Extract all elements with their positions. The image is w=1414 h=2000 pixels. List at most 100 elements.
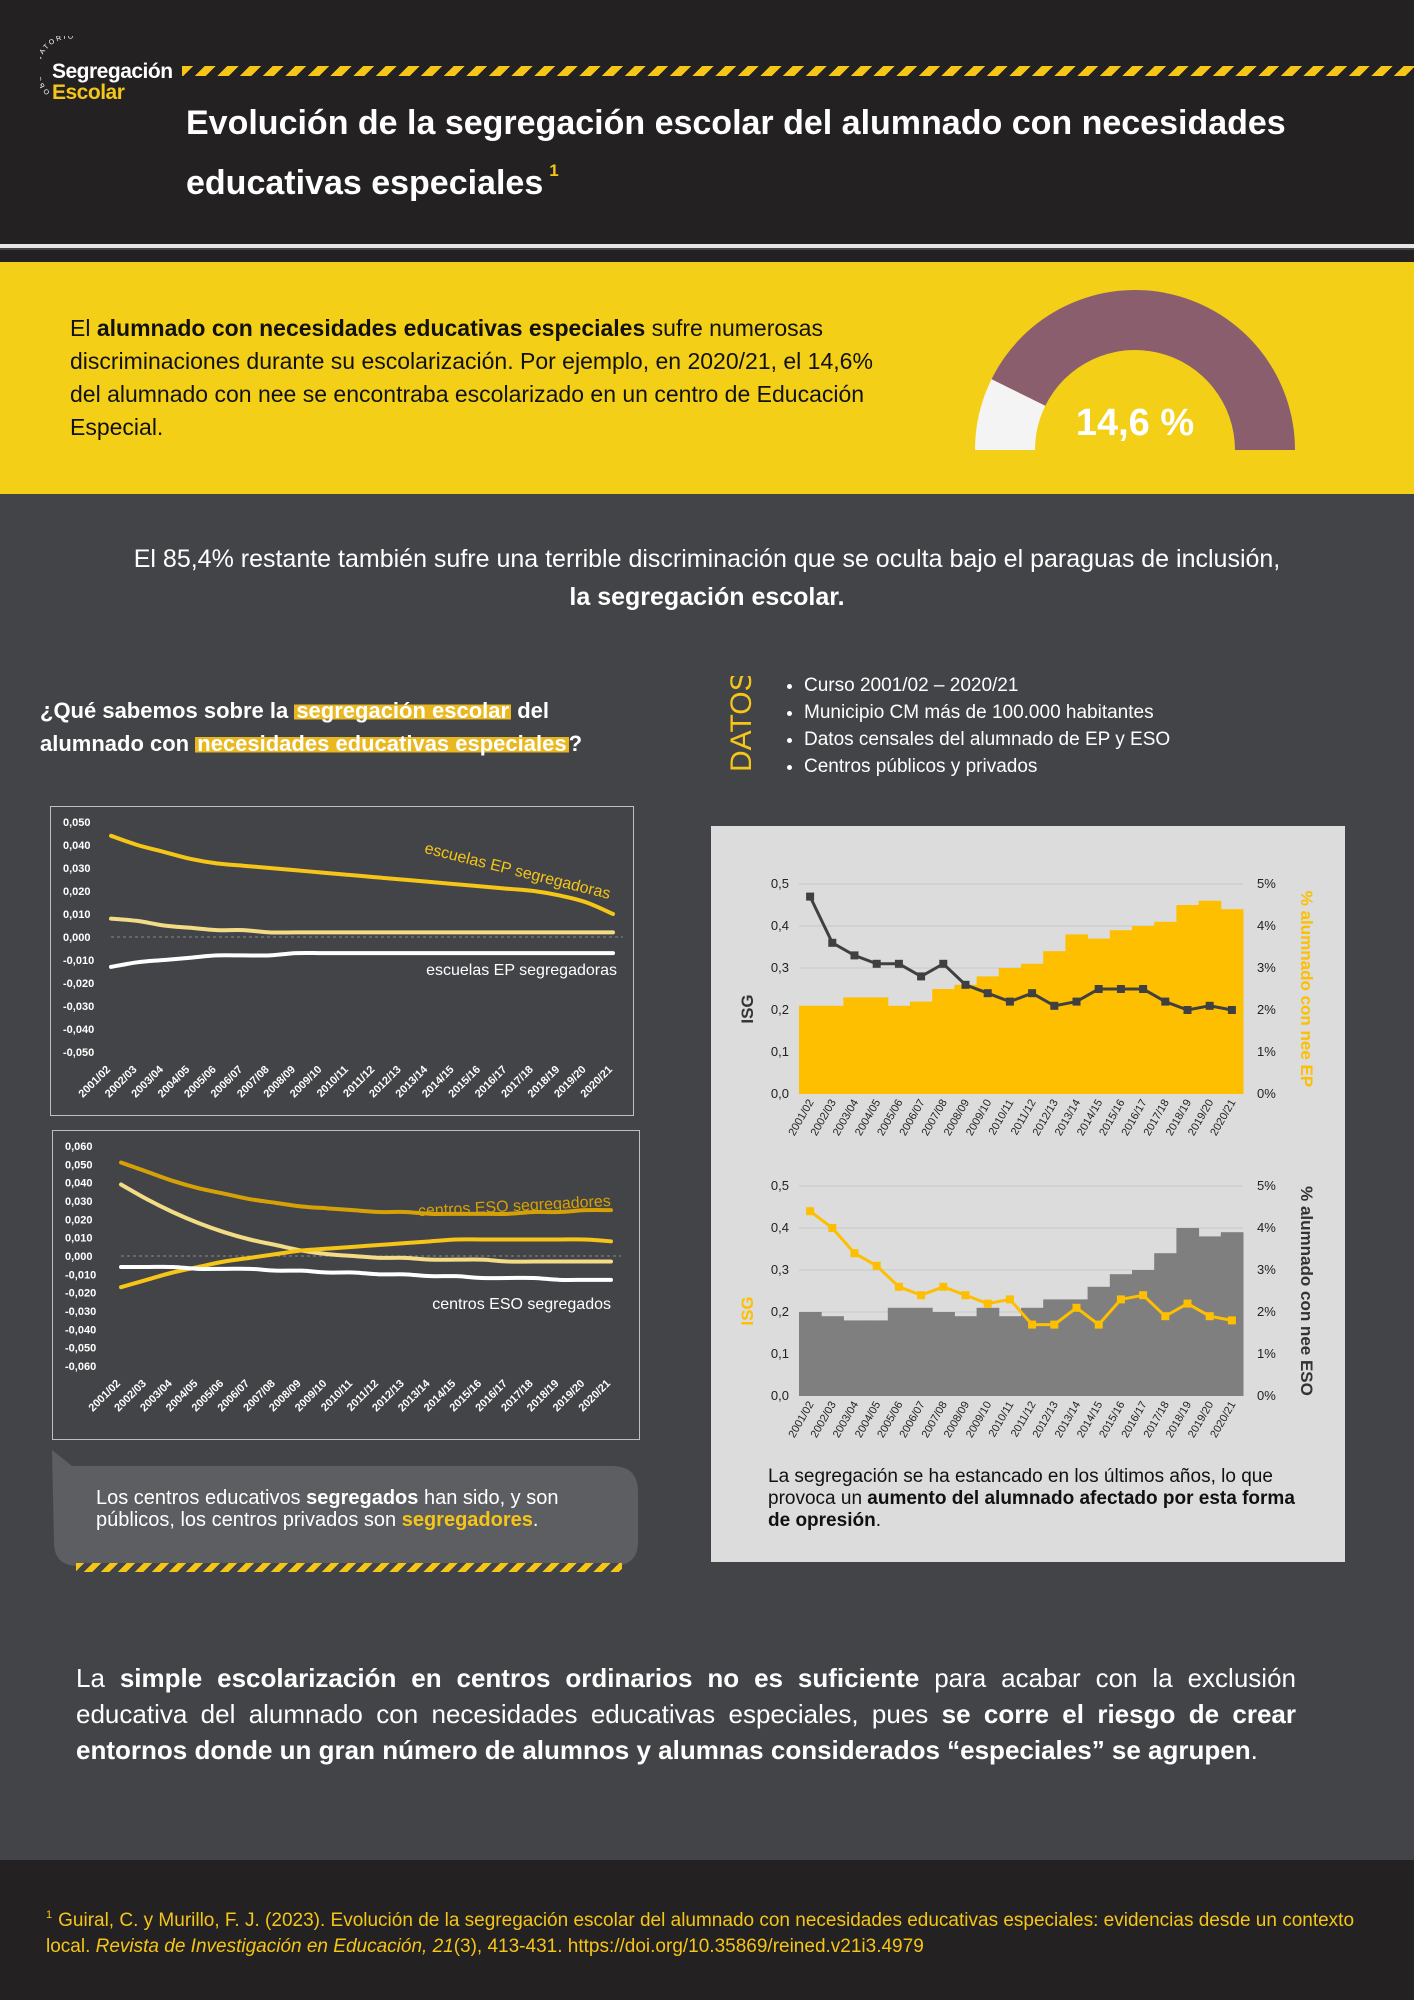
gauge-rest-arc — [975, 379, 1046, 450]
bar — [865, 997, 889, 1094]
y-tick-label: 0,050 — [65, 1159, 93, 1171]
isg-marker — [806, 1207, 815, 1216]
y-tick-label: 0,000 — [63, 932, 91, 944]
highlight-segregacion: segregación escolar — [294, 698, 512, 723]
y2-tick-label: 2% — [1257, 1304, 1276, 1319]
series-line — [119, 1182, 613, 1264]
footer-citation: 1 Guiral, C. y Murillo, F. J. (2023). Evo… — [46, 1909, 1355, 1957]
bar — [1132, 1270, 1155, 1396]
bar — [1176, 905, 1200, 1094]
isg-marker — [872, 1261, 881, 1270]
series-line — [109, 916, 615, 935]
isg-marker — [1227, 1006, 1236, 1014]
y-tick-label: -0,010 — [63, 955, 94, 967]
isg-marker — [872, 959, 881, 968]
isg-note: La segregación se ha estancado en los úl… — [768, 1466, 1295, 1531]
isg-marker — [894, 959, 903, 968]
logo-line2: Escolar — [52, 81, 125, 104]
isg-marker — [961, 980, 970, 989]
series-line — [109, 950, 615, 969]
y-axis-title: ISG — [738, 1296, 757, 1325]
header-divider-band — [0, 250, 1414, 262]
bar — [1220, 909, 1244, 1094]
datos-item: Municipio CM más de 100.000 habitantes — [804, 699, 1346, 726]
y2-tick-label: 5% — [1257, 1178, 1276, 1193]
bar — [1043, 951, 1066, 1094]
bar — [998, 968, 1022, 1094]
y-tick-label: -0,050 — [65, 1343, 96, 1355]
footer — [0, 1860, 1414, 2000]
y2-tick-label: 3% — [1257, 960, 1276, 975]
bar — [910, 1307, 933, 1396]
chart-ep-lines: 0,050 0,040 0,030 0,020 0,010 0,000 -0,010 -0,0… — [63, 817, 623, 1100]
hazard-stripe-top — [182, 66, 1414, 76]
isg-marker — [1094, 1320, 1103, 1329]
y-tick-label: 0,0 — [771, 1086, 789, 1101]
chart-ep-panel: 0,050 0,040 0,030 0,020 0,010 0,000 -0,010 -0,0… — [50, 806, 634, 1116]
datos-list: Curso 2001/02 – 2020/21 Municipio CM más… — [786, 672, 1346, 780]
title-footnote-mark: 1 — [549, 161, 559, 180]
series-line — [119, 1160, 613, 1216]
isg-marker — [939, 1282, 948, 1291]
isg-marker — [1072, 1303, 1081, 1312]
isg-marker — [961, 1291, 970, 1300]
logo-line1: Segregación — [52, 60, 173, 83]
isg-marker — [1028, 1320, 1037, 1329]
isg-marker — [917, 972, 926, 981]
bar — [976, 976, 1000, 1094]
y-tick-label: 0,030 — [65, 1196, 93, 1208]
y2-tick-label: 1% — [1257, 1044, 1276, 1059]
y2-tick-label: 2% — [1257, 1002, 1276, 1017]
y2-tick-label: 0% — [1257, 1086, 1276, 1101]
y-tick-label: 0,2 — [771, 1304, 789, 1319]
intro-text: El alumnado con necesidades educativas e… — [70, 315, 873, 440]
chart-eso-panel: 0,060 0,050 0,040 0,030 0,020 0,010 0,000 -0,01… — [52, 1130, 640, 1440]
isg-marker — [1028, 989, 1037, 998]
bar — [954, 984, 978, 1094]
bar — [887, 1307, 911, 1396]
hazard-stripe-bubble — [76, 1563, 622, 1572]
y-tick-label: 0,040 — [63, 840, 91, 852]
bar — [954, 1316, 978, 1396]
bar — [998, 1316, 1022, 1396]
y2-tick-label: 3% — [1257, 1262, 1276, 1277]
bar — [1021, 1307, 1044, 1396]
bar — [976, 1307, 1000, 1396]
y2-axis-title: % alumnado con nee ESO — [1297, 1186, 1316, 1396]
logo: OBSERVATORIO Segregación Escolar — [40, 36, 173, 106]
isg-marker — [1139, 1291, 1148, 1300]
bar — [865, 1320, 889, 1396]
header-divider — [0, 244, 1414, 248]
isg-marker — [1072, 997, 1081, 1006]
y-tick-label: -0,030 — [63, 1001, 94, 1013]
datos-label: DATOS — [725, 676, 758, 772]
isg-marker — [850, 951, 859, 960]
bar — [1154, 1253, 1177, 1396]
chart-isg-eso: 0,00,10,20,30,40,50%1%2%3%4%5%2001/02200… — [738, 1178, 1316, 1440]
header — [0, 0, 1414, 244]
y-tick-label: -0,020 — [63, 978, 94, 990]
isg-marker — [828, 938, 837, 947]
isg-panel: 0,0 0,1 0,2 0,3 0,4 0,5 0% 1% 2% 3% 4% 5% 2001/02 200… — [711, 826, 1345, 1562]
y-tick-label: 0,020 — [63, 886, 91, 898]
y-tick-label: 0,1 — [771, 1044, 789, 1059]
chart-eso-lines: 0,060 0,050 0,040 0,030 0,020 0,010 0,000 -0,01… — [65, 1141, 621, 1414]
isg-marker — [1139, 985, 1148, 993]
question-heading: ¿Qué sabemos sobre la segregación escola… — [40, 698, 583, 756]
isg-marker — [1050, 1001, 1059, 1010]
isg-marker — [1005, 997, 1014, 1006]
bar — [1065, 1299, 1089, 1396]
y-tick-label: -0,010 — [65, 1269, 96, 1281]
datos-item: Datos censales del alumnado de EP y ESO — [804, 726, 1346, 753]
y-tick-label: -0,040 — [65, 1324, 96, 1336]
isg-marker — [894, 1282, 903, 1291]
subtitle-line1: El 85,4% restante también sufre una terr… — [133, 545, 1281, 573]
bar — [932, 1312, 955, 1396]
y2-tick-label: 4% — [1257, 1220, 1276, 1235]
datos-item: Centros públicos y privados — [804, 753, 1346, 780]
speech-bubble — [52, 1450, 638, 1566]
bar — [1176, 1228, 1200, 1396]
isg-marker — [1161, 997, 1170, 1006]
isg-marker — [1005, 1295, 1014, 1304]
datos-label-text: DATOS — [725, 676, 758, 772]
